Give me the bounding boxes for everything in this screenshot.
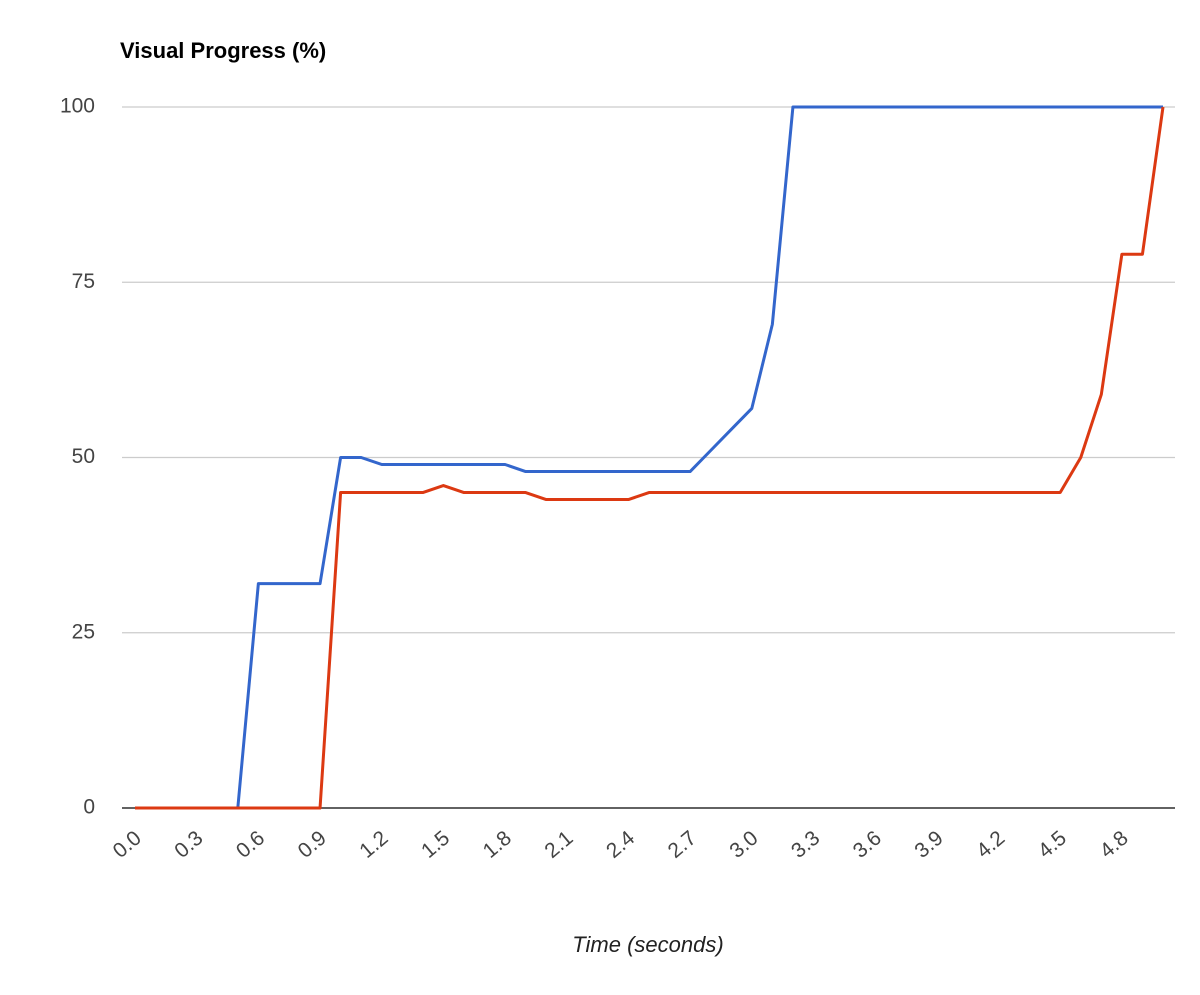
x-tick-label: 3.3 — [787, 826, 824, 862]
x-tick-label: 3.6 — [849, 826, 886, 862]
y-tick-label: 50 — [72, 445, 95, 468]
series-line — [135, 105, 1163, 810]
y-tick-label: 75 — [72, 270, 95, 293]
x-tick-label: 1.8 — [479, 826, 516, 862]
y-tick-label: 100 — [60, 95, 95, 118]
x-tick-label: 0.3 — [170, 826, 207, 862]
x-tick-label: 0.6 — [232, 826, 269, 862]
x-tick-label: 4.2 — [972, 826, 1009, 862]
x-tick-label: 2.1 — [540, 826, 577, 862]
x-tick-label: 1.5 — [417, 826, 454, 862]
y-tick-label: 0 — [83, 796, 95, 819]
x-tick-label: 2.4 — [602, 826, 639, 863]
x-axis-title: Time (seconds) — [572, 932, 723, 957]
x-tick-label: 3.9 — [910, 826, 947, 862]
y-tick-label: 25 — [72, 620, 95, 643]
series-line — [135, 106, 1165, 810]
x-tick-label: 4.5 — [1034, 826, 1071, 862]
x-tick-label: 1.2 — [355, 826, 392, 862]
x-tick-label: 3.0 — [725, 826, 762, 862]
x-tick-label: 0.0 — [109, 826, 146, 862]
x-tick-label: 0.9 — [294, 826, 331, 862]
chart-title: Visual Progress (%) — [120, 38, 326, 63]
x-tick-label: 2.7 — [664, 826, 701, 862]
x-tick-label: 4.8 — [1096, 826, 1133, 862]
